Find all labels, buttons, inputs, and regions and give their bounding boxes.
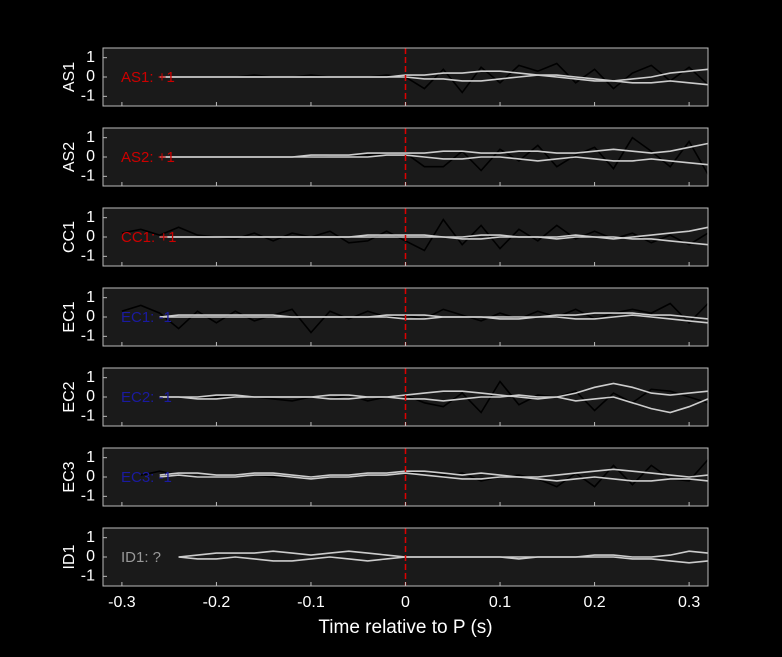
y-tick-label: -1 — [81, 248, 95, 265]
y-tick-label: 1 — [86, 209, 95, 226]
y-axis-label: EC3 — [61, 461, 78, 492]
y-tick-label: 1 — [86, 369, 95, 386]
y-axis-label: ID1 — [61, 544, 78, 569]
y-tick-label: 1 — [86, 49, 95, 66]
trace — [159, 74, 709, 86]
y-tick-label: -1 — [81, 408, 95, 425]
y-tick-label: 0 — [86, 468, 95, 485]
annotation: ID1: ? — [121, 549, 161, 566]
y-tick-label: 0 — [86, 68, 95, 85]
x-tick-label: -0.3 — [108, 594, 136, 611]
y-axis-label: CC1 — [61, 221, 78, 253]
y-tick-label: -1 — [81, 88, 95, 105]
y-tick-label: -1 — [81, 168, 95, 185]
trace — [159, 314, 709, 324]
trace — [159, 394, 709, 414]
x-tick-label: -0.1 — [297, 594, 325, 611]
y-tick-label: 1 — [86, 289, 95, 306]
annotation: EC3: -1 — [121, 469, 172, 486]
trace — [178, 556, 709, 564]
y-tick-label: 0 — [86, 388, 95, 405]
x-tick-label: 0.2 — [583, 594, 605, 611]
y-axis-label: EC1 — [61, 301, 78, 332]
y-tick-label: 0 — [86, 228, 95, 245]
y-tick-label: 1 — [86, 449, 95, 466]
y-tick-label: 0 — [86, 148, 95, 165]
annotation: CC1: +1 — [121, 229, 176, 246]
y-tick-label: 1 — [86, 129, 95, 146]
y-tick-label: 0 — [86, 308, 95, 325]
annotation: AS2: +1 — [121, 149, 175, 166]
y-axis-label: AS1 — [61, 62, 78, 92]
trace — [159, 472, 709, 482]
x-tick-label: 0.1 — [489, 594, 511, 611]
x-axis-label: Time relative to P (s) — [318, 617, 492, 638]
x-tick-label: 0.3 — [678, 594, 700, 611]
y-tick-label: -1 — [81, 488, 95, 505]
y-tick-label: -1 — [81, 328, 95, 345]
y-tick-label: 1 — [86, 529, 95, 546]
x-tick-label: 0 — [401, 594, 410, 611]
annotation: AS1: +1 — [121, 69, 175, 86]
trace — [121, 302, 709, 334]
y-axis-label: AS2 — [61, 142, 78, 172]
annotation: EC1: -1 — [121, 309, 172, 326]
y-tick-label: -1 — [81, 568, 95, 585]
y-axis-label: EC2 — [61, 381, 78, 412]
y-tick-label: 0 — [86, 548, 95, 565]
trace — [159, 468, 709, 478]
trace — [159, 312, 709, 320]
annotation: EC2: -1 — [121, 389, 172, 406]
x-tick-label: -0.2 — [203, 594, 231, 611]
trace — [159, 154, 709, 166]
trace — [159, 236, 709, 246]
